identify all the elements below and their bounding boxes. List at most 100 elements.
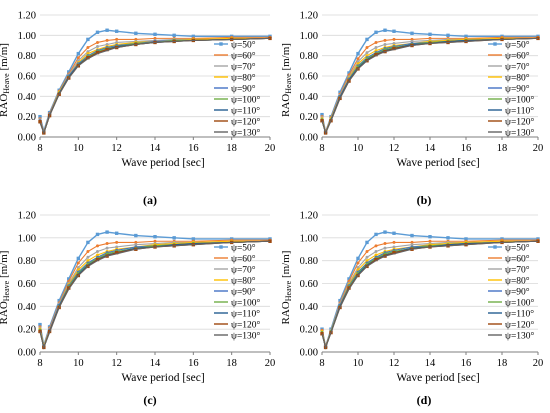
- x-tick-label: 10: [353, 143, 364, 154]
- data-point: [153, 234, 157, 239]
- data-point: [95, 257, 100, 262]
- legend-marker: [493, 42, 497, 46]
- legend-label: ψ=130°: [231, 331, 261, 342]
- y-tick-label: 1.20: [18, 211, 36, 222]
- data-point: [114, 231, 119, 235]
- legend-label: ψ=50°: [505, 40, 530, 51]
- data-point: [57, 298, 61, 303]
- x-tick-label: 12: [389, 143, 400, 154]
- y-tick-label: 0.40: [300, 302, 318, 313]
- legend-label: ψ=110°: [505, 309, 534, 320]
- y-tick-label: 0.20: [18, 112, 36, 123]
- x-tick-label: 8: [319, 143, 324, 154]
- data-point: [347, 71, 351, 75]
- x-tick-label: 14: [150, 358, 161, 369]
- data-point: [67, 277, 71, 281]
- data-point: [374, 257, 378, 262]
- legend-label: ψ=90°: [505, 287, 530, 298]
- chart-panel-3: 0.00 0.20 0.40 0.60 0.80 1.00 1.20 8 10 12 14 16 18 2…: [0, 211, 275, 408]
- data-point: [383, 230, 387, 234]
- data-point: [86, 255, 90, 259]
- data-point: [114, 29, 119, 33]
- data-point: [383, 42, 387, 46]
- data-point: [105, 38, 109, 42]
- y-axis-label: RAOHeave [m/m]: [280, 251, 293, 325]
- data-point: [446, 33, 450, 38]
- series-line: [39, 240, 271, 350]
- y-tick-label: 0.80: [300, 256, 318, 267]
- x-tick-label: 14: [150, 143, 161, 154]
- data-point: [356, 57, 360, 61]
- data-point: [410, 233, 414, 238]
- data-point: [320, 112, 324, 117]
- data-point: [392, 46, 396, 51]
- legend-label: ψ=100°: [231, 298, 261, 309]
- legend-label: ψ=120°: [505, 117, 535, 128]
- data-point: [383, 246, 387, 250]
- legend-label: ψ=90°: [231, 84, 256, 95]
- data-point: [115, 245, 119, 249]
- data-point: [38, 322, 42, 327]
- data-point: [383, 28, 387, 32]
- panel-label: (b): [417, 193, 432, 207]
- data-point: [105, 242, 109, 246]
- legend-label: ψ=60°: [231, 254, 256, 265]
- data-point: [365, 259, 369, 263]
- y-axis-label: RAOHeave [m/m]: [280, 43, 293, 117]
- data-point: [96, 250, 99, 254]
- data-point: [86, 46, 90, 50]
- x-tick-label: 18: [497, 358, 508, 369]
- y-axis-label-sub: Heave: [2, 280, 11, 301]
- x-tick-label: 8: [319, 358, 324, 369]
- data-point: [374, 46, 378, 50]
- data-point: [374, 52, 378, 57]
- data-point: [464, 237, 468, 241]
- y-axis-label: RAOHeave [m/m]: [0, 251, 11, 325]
- chart-panel-1: 0.00 0.20 0.40 0.60 0.80 1.00 1.20 8 10 12 14 16 18 2…: [0, 11, 275, 208]
- legend-label: ψ=120°: [231, 117, 261, 128]
- data-point: [428, 32, 432, 37]
- data-point: [105, 28, 109, 32]
- y-tick-label: 0.00: [300, 348, 318, 359]
- chart-panel-4: 0.00 0.20 0.40 0.60 0.80 1.00 1.20 8 10 12 14 16 18 2…: [280, 211, 543, 408]
- y-tick-label: 1.00: [300, 31, 318, 42]
- x-tick-label: 16: [461, 143, 472, 154]
- legend-label: ψ=120°: [505, 320, 535, 331]
- data-point: [134, 243, 138, 247]
- data-point: [86, 56, 90, 60]
- data-point: [392, 231, 396, 235]
- legend-label: ψ=70°: [231, 265, 256, 276]
- data-point: [428, 234, 432, 239]
- y-tick-label: 1.20: [18, 11, 36, 22]
- x-tick-label: 18: [226, 143, 237, 154]
- data-point: [95, 50, 100, 55]
- legend-label: ψ=50°: [231, 40, 256, 51]
- data-point: [383, 242, 387, 246]
- data-point: [153, 32, 157, 37]
- y-axis-label-unit: [m/m]: [280, 43, 292, 73]
- legend-label: ψ=90°: [231, 287, 256, 298]
- data-point: [428, 239, 432, 243]
- data-point: [38, 120, 42, 124]
- x-tick-label: 16: [188, 358, 199, 369]
- series-line: [39, 231, 270, 346]
- data-point: [374, 244, 378, 248]
- data-point: [96, 253, 99, 257]
- x-tick-label: 20: [265, 358, 276, 369]
- data-point: [67, 286, 71, 290]
- data-point: [356, 51, 360, 56]
- x-tick-label: 14: [425, 358, 436, 369]
- data-point: [86, 240, 90, 245]
- data-point: [392, 240, 396, 244]
- x-tick-label: 20: [533, 143, 544, 154]
- x-tick-label: 14: [425, 143, 436, 154]
- legend-label: ψ=50°: [505, 243, 530, 254]
- x-tick-label: 20: [265, 143, 276, 154]
- series-line: [321, 37, 539, 135]
- legend-label: ψ=110°: [231, 106, 260, 117]
- y-tick-label: 1.00: [18, 233, 36, 244]
- y-tick-label: 0.60: [300, 72, 318, 83]
- legend-label: ψ=80°: [505, 276, 530, 287]
